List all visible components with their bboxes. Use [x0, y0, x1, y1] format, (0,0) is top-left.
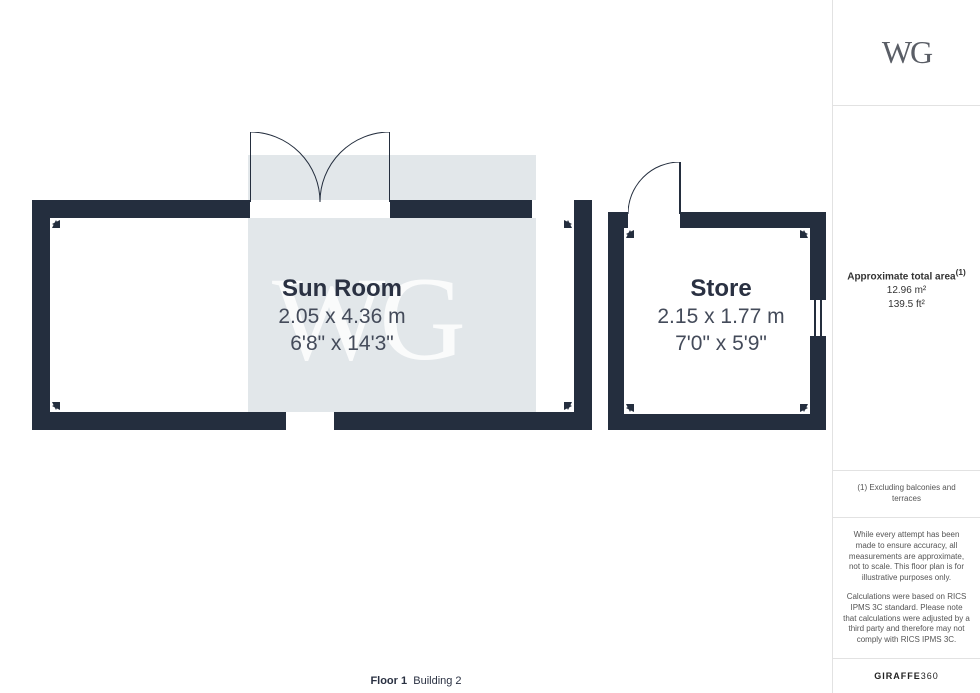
sidebar: WG Approximate total area(1) 12.96 m² 13… [833, 0, 980, 693]
provider-brand: GIRAFFE360 [833, 659, 980, 693]
footnote: (1) Excluding balconies and terraces [833, 471, 980, 518]
area-ft2: 139.5 ft² [888, 299, 925, 310]
agency-logo: WG [833, 0, 980, 106]
floor-label: Floor 1 [370, 675, 407, 687]
area-summary: Approximate total area(1) 12.96 m² 139.5… [833, 106, 980, 471]
room-label-sun-room: Sun Room 2.05 x 4.36 m 6'8" x 14'3" [252, 275, 432, 358]
disclaimer-2: Calculations were based on RICS IPMS 3C … [843, 592, 970, 646]
floorplan: WG [32, 200, 826, 460]
disclaimer: While every attempt has been made to ens… [833, 518, 980, 659]
wall [608, 212, 624, 430]
room-label-store: Store 2.15 x 1.77 m 7'0" x 5'9" [636, 275, 806, 358]
room-dim-m: 2.05 x 4.36 m [252, 303, 432, 330]
title-bar: Floor 1 Building 2 [0, 675, 832, 687]
room-name: Store [636, 275, 806, 303]
building-label: Building 2 [413, 675, 461, 687]
window [810, 300, 826, 336]
area-m2: 12.96 m² [887, 285, 926, 296]
floorplan-canvas: WG [0, 0, 833, 693]
opening [286, 412, 334, 430]
area-title: Approximate total area [847, 271, 955, 282]
footnote-marker: (1) [956, 267, 966, 277]
room-name: Sun Room [252, 275, 432, 303]
opening [532, 200, 574, 218]
wall [608, 414, 826, 430]
disclaimer-1: While every attempt has been made to ens… [843, 530, 970, 584]
wall [574, 200, 592, 430]
wall [32, 200, 50, 430]
double-door-arc [250, 132, 390, 206]
room-dim-ft: 7'0" x 5'9" [636, 330, 806, 357]
door-arc [628, 162, 684, 218]
room-dim-ft: 6'8" x 14'3" [252, 330, 432, 357]
room-dim-m: 2.15 x 1.77 m [636, 303, 806, 330]
